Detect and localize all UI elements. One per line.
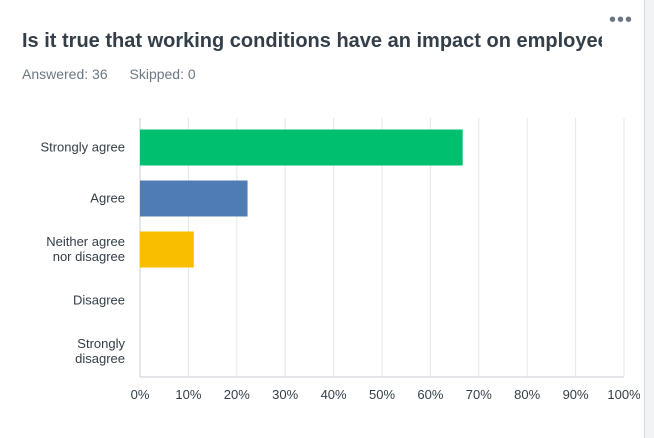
category-label: Agree: [90, 191, 125, 206]
category-label-line: Strongly: [77, 336, 125, 351]
category-label-line: Agree: [90, 191, 125, 206]
x-tick-label: 80%: [514, 387, 540, 402]
scrollbar-track[interactable]: [644, 0, 654, 438]
response-summary: Answered: 36 Skipped: 0: [22, 66, 196, 82]
category-label: Neither agree nor disagree: [46, 234, 125, 264]
bar: [140, 180, 248, 217]
category-label-line: Disagree: [73, 293, 125, 308]
x-tick-label: 30%: [272, 387, 298, 402]
bar: [140, 129, 463, 166]
x-tick-label: 50%: [369, 387, 395, 402]
x-tick-label: 60%: [417, 387, 443, 402]
x-tick-label: 40%: [321, 387, 347, 402]
x-tick-label: 0%: [131, 387, 150, 402]
x-tick-label: 100%: [607, 387, 640, 402]
category-label: Strongly agree: [40, 140, 125, 155]
skipped-count: Skipped: 0: [129, 66, 196, 82]
question-title: Is it true that working conditions have …: [22, 30, 602, 52]
x-tick-label: 10%: [175, 387, 201, 402]
x-tick-label: 20%: [224, 387, 250, 402]
answered-count: Answered: 36: [22, 66, 108, 82]
category-label-line: Strongly agree: [40, 140, 125, 155]
bar: [140, 231, 194, 268]
category-label: Disagree: [73, 293, 125, 308]
category-label-line: nor disagree: [53, 249, 125, 264]
bar-chart: 0% 10% 20% 30% 40% 50% 60% 70% 80% 90% 100% Strongl…: [40, 118, 640, 402]
x-tick-label: 90%: [563, 387, 589, 402]
more-options-icon[interactable]: •••: [608, 9, 633, 31]
category-label-line: disagree: [75, 351, 125, 366]
category-label: Strongly disagree: [75, 336, 125, 366]
x-tick-label: 70%: [466, 387, 492, 402]
category-label-line: Neither agree: [46, 234, 125, 249]
